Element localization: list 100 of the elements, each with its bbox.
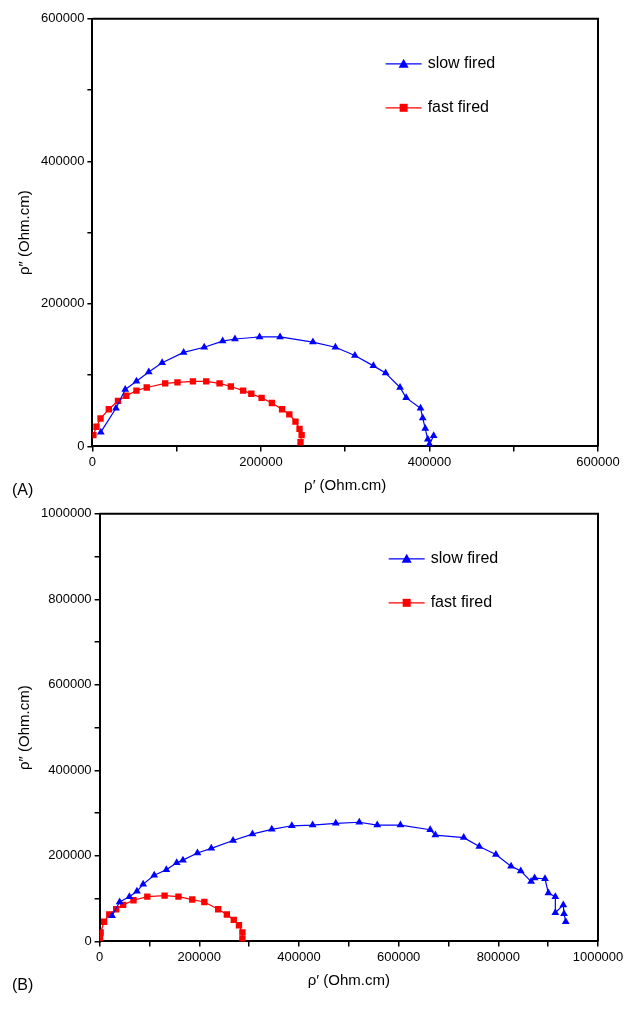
- point: [201, 898, 208, 906]
- legend-label: fast fired: [430, 593, 493, 611]
- x-tick-label: 400000: [277, 948, 321, 964]
- y-tick-label: 1000000: [40, 505, 92, 521]
- point: [544, 888, 553, 896]
- point: [421, 424, 430, 431]
- y-tick-label: 0: [77, 437, 85, 453]
- point: [418, 413, 427, 421]
- point: [239, 929, 246, 936]
- y-tick-label: 200000: [40, 295, 85, 311]
- point: [258, 394, 265, 402]
- point: [144, 893, 151, 900]
- point: [158, 358, 167, 365]
- point: [227, 383, 235, 390]
- point: [97, 415, 104, 422]
- point: [248, 829, 257, 837]
- point: [426, 825, 435, 832]
- point: [551, 908, 560, 915]
- point: [143, 384, 150, 391]
- point: [402, 393, 411, 401]
- point: [331, 342, 340, 350]
- y-tick-label: 400000: [48, 761, 92, 777]
- x-tick-label: 400000: [407, 453, 452, 469]
- point: [276, 332, 284, 340]
- point: [172, 858, 181, 865]
- point: [229, 835, 237, 843]
- point: [292, 418, 299, 425]
- point: [296, 425, 303, 433]
- point: [373, 820, 382, 828]
- y-tick-label: 200000: [48, 847, 92, 863]
- x-tick-label: 600000: [576, 453, 620, 469]
- point: [239, 387, 247, 394]
- x-tick-label: 600000: [376, 948, 421, 964]
- point: [267, 824, 276, 832]
- legend-label: slow fired: [427, 54, 496, 72]
- point: [429, 431, 438, 438]
- point: [174, 379, 181, 386]
- point: [298, 431, 305, 439]
- point: [297, 439, 304, 446]
- point: [121, 385, 130, 392]
- point: [308, 820, 317, 828]
- point: [193, 848, 202, 856]
- point: [255, 332, 264, 340]
- legend-label: fast fired: [427, 98, 489, 116]
- point: [99, 929, 104, 936]
- x-tick-label: 0: [95, 948, 104, 964]
- y-tick-label: 600000: [48, 676, 92, 692]
- point: [223, 911, 231, 918]
- y-tick-label: 800000: [48, 590, 92, 606]
- point: [309, 337, 317, 345]
- point: [207, 843, 216, 851]
- point: [541, 874, 549, 882]
- x-tick-label: 200000: [177, 948, 221, 964]
- point: [516, 866, 525, 874]
- point: [459, 833, 468, 840]
- point: [561, 917, 570, 924]
- point: [396, 820, 405, 828]
- text: (A): [12, 481, 34, 498]
- point: [286, 411, 293, 418]
- point: [530, 873, 539, 881]
- point: [527, 877, 536, 884]
- point: [175, 893, 182, 900]
- point: [125, 892, 134, 899]
- point: [396, 383, 404, 390]
- x-tick-label: 200000: [239, 453, 283, 469]
- point: [287, 821, 296, 829]
- y-tick-label: 0: [84, 932, 92, 948]
- point: [416, 403, 425, 411]
- point: [239, 935, 246, 942]
- legend-label: slow fired: [430, 549, 499, 567]
- point: [231, 334, 239, 342]
- point: [203, 378, 210, 385]
- x-tick-label: 1000000: [572, 948, 624, 964]
- point: [132, 376, 141, 384]
- point: [115, 897, 124, 905]
- text: (B): [12, 976, 34, 993]
- point: [551, 892, 560, 899]
- point: [331, 818, 340, 826]
- point: [93, 423, 100, 430]
- y-axis-title: ρ″ (Ohm.cm): [15, 685, 33, 770]
- x-tick-label: 800000: [476, 948, 521, 964]
- point: [133, 387, 140, 394]
- point: [162, 865, 171, 873]
- y-tick-label: 600000: [40, 10, 85, 26]
- y-tick-label: 400000: [40, 152, 85, 168]
- point: [475, 842, 484, 849]
- point: [350, 351, 359, 358]
- point: [162, 380, 169, 387]
- point: [179, 347, 188, 355]
- y-axis-title: ρ″ (Ohm.cm): [15, 190, 33, 275]
- point: [369, 361, 378, 369]
- point: [189, 378, 197, 385]
- point: [144, 367, 153, 375]
- point: [491, 849, 500, 857]
- point: [560, 909, 568, 917]
- x-axis-title: ρ′ (Ohm.cm): [304, 476, 387, 494]
- point: [189, 896, 196, 903]
- x-axis-title: ρ′ (Ohm.cm): [307, 971, 390, 989]
- point: [200, 342, 209, 350]
- point: [133, 886, 141, 894]
